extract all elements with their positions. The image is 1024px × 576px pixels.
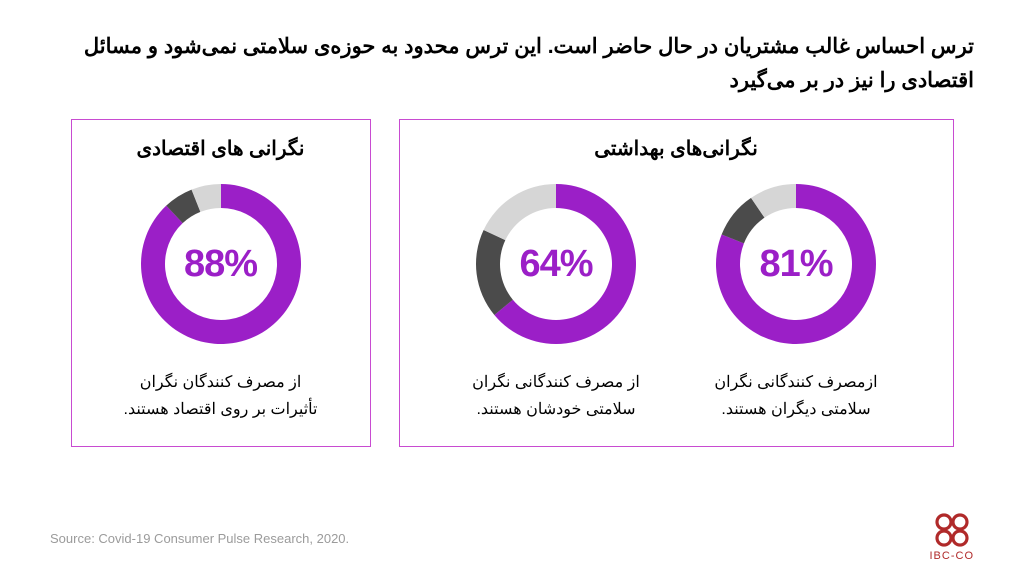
- donut-health-1-value: 81%: [711, 179, 881, 349]
- logo-text: IBC-CO: [930, 550, 975, 562]
- panels-row: نگرانی‌های بهداشتی 64% از مصرف کنندگانی …: [50, 119, 974, 446]
- health-donuts: 64% از مصرف کنندگانی نگران سلامتی خودشان…: [418, 179, 935, 423]
- logo-icon: [930, 511, 974, 549]
- donut-health-1: 81% ازمصرف کنندگانی نگران سلامتی دیگران …: [691, 179, 901, 423]
- economic-donuts: 88% از مصرف کنندگان نگران تأثیرات بر روی…: [90, 179, 352, 423]
- donut-health-0-caption: از مصرف کنندگانی نگران سلامتی خودشان هست…: [451, 369, 661, 423]
- donut-economic-0: 88% از مصرف کنندگان نگران تأثیرات بر روی…: [116, 179, 326, 423]
- source-text: Source: Covid-19 Consumer Pulse Research…: [50, 531, 349, 546]
- panel-economic-title: نگرانی های اقتصادی: [90, 136, 352, 161]
- donut-economic-0-caption: از مصرف کنندگان نگران تأثیرات بر روی اقت…: [116, 369, 326, 423]
- donut-health-0-value: 64%: [471, 179, 641, 349]
- panel-health: نگرانی‌های بهداشتی 64% از مصرف کنندگانی …: [399, 119, 954, 446]
- donut-economic-0-ring: 88%: [136, 179, 306, 349]
- panel-economic: نگرانی های اقتصادی 88% از مصرف کنندگان ن…: [71, 119, 371, 446]
- donut-economic-0-value: 88%: [136, 179, 306, 349]
- headline: ترس احساس غالب مشتریان در حال حاضر است. …: [50, 30, 974, 97]
- donut-health-1-caption: ازمصرف کنندگانی نگران سلامتی دیگران هستن…: [691, 369, 901, 423]
- donut-health-0: 64% از مصرف کنندگانی نگران سلامتی خودشان…: [451, 179, 661, 423]
- donut-health-0-ring: 64%: [471, 179, 641, 349]
- panel-health-title: نگرانی‌های بهداشتی: [418, 136, 935, 161]
- logo: IBC-CO: [930, 511, 975, 562]
- donut-health-1-ring: 81%: [711, 179, 881, 349]
